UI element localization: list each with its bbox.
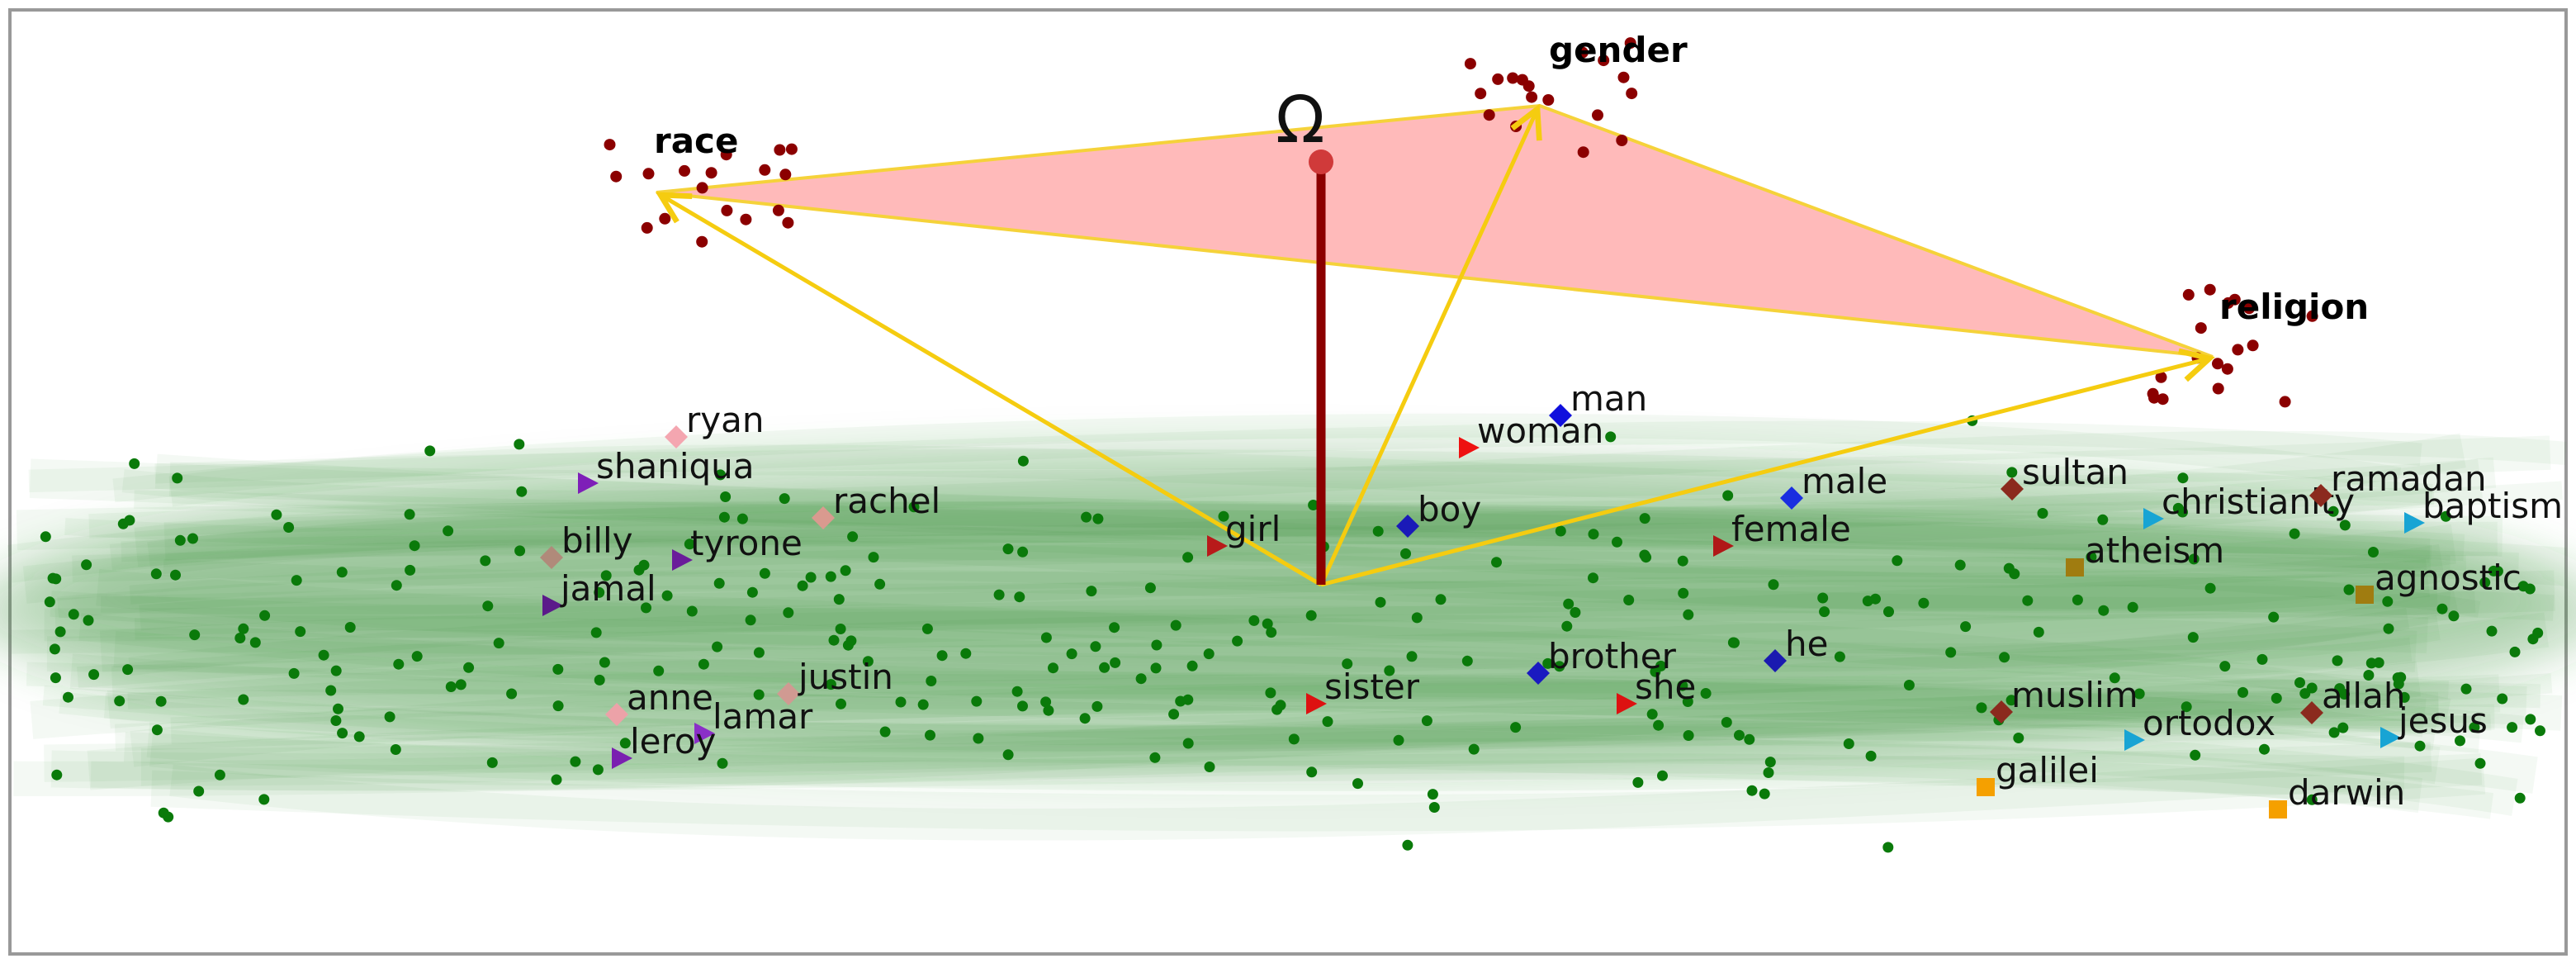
word-label-agnostic: agnostic bbox=[2375, 558, 2522, 598]
marker-he bbox=[1764, 649, 1787, 672]
marker-justin bbox=[777, 682, 800, 705]
word-label-sister: sister bbox=[1324, 667, 1420, 707]
background-points bbox=[40, 415, 2545, 853]
word-label-she: she bbox=[1635, 667, 1696, 707]
marker-jesus bbox=[2380, 727, 2401, 748]
word-label-allah: allah bbox=[2322, 676, 2405, 716]
marker-girl bbox=[1207, 535, 1228, 557]
word-label-jamal: jamal bbox=[560, 568, 656, 609]
word-label-female: female bbox=[1731, 509, 1851, 549]
word-label-rachel: rachel bbox=[833, 481, 940, 521]
marker-baptism bbox=[2404, 512, 2425, 534]
marker-anne bbox=[605, 703, 628, 726]
word-label-justin: justin bbox=[798, 657, 893, 697]
marker-ortodox bbox=[2124, 729, 2145, 751]
marker-billy bbox=[540, 546, 563, 569]
marker-sultan bbox=[2001, 477, 2024, 501]
omega-point bbox=[1309, 149, 1333, 174]
marker-man bbox=[1549, 404, 1572, 427]
marker-male bbox=[1780, 486, 1803, 510]
word-label-tyrone: tyrone bbox=[690, 523, 803, 563]
word-label-darwin: darwin bbox=[2288, 772, 2405, 813]
axis-label-race: race bbox=[654, 121, 738, 161]
arrow-religion bbox=[1320, 358, 2209, 587]
word-label-baptism: baptism bbox=[2422, 486, 2563, 526]
word-label-boy: boy bbox=[1418, 489, 1481, 529]
marker-jamal bbox=[542, 595, 563, 616]
word-label-he: he bbox=[1785, 624, 1828, 664]
word-label-girl: girl bbox=[1225, 509, 1281, 549]
marker-brother bbox=[1527, 662, 1550, 685]
embedding-band bbox=[0, 413, 2576, 841]
marker-tyrone bbox=[672, 549, 693, 571]
marker-atheism bbox=[2066, 558, 2084, 577]
omega-label: Ω bbox=[1276, 83, 1325, 158]
arrow-race bbox=[661, 195, 1323, 587]
axis-label-religion: religion bbox=[2219, 287, 2369, 327]
bias-triangle bbox=[656, 103, 2214, 358]
arrow-gender bbox=[1319, 109, 1537, 586]
word-label-ryan: ryan bbox=[686, 400, 764, 440]
word-markers: ryan shaniqua rachel billy tyrone jamal justin… bbox=[540, 378, 2563, 819]
marker-female bbox=[1713, 535, 1734, 557]
marker-she bbox=[1617, 693, 1637, 714]
marker-sister bbox=[1306, 693, 1327, 714]
word-label-leroy: leroy bbox=[630, 721, 716, 762]
word-label-anne: anne bbox=[627, 677, 713, 718]
marker-agnostic bbox=[2356, 586, 2374, 604]
marker-darwin bbox=[2269, 800, 2287, 819]
word-label-galilei: galilei bbox=[1996, 750, 2099, 790]
marker-galilei bbox=[1977, 778, 1995, 796]
marker-rachel bbox=[812, 506, 835, 529]
word-label-atheism: atheism bbox=[2085, 530, 2224, 571]
word-label-woman: woman bbox=[1477, 410, 1603, 451]
word-label-sultan: sultan bbox=[2022, 452, 2129, 492]
word-label-billy: billy bbox=[561, 520, 633, 561]
word-label-man: man bbox=[1570, 378, 1647, 419]
marker-muslim bbox=[1990, 700, 2013, 724]
marker-allah bbox=[2300, 701, 2323, 724]
word-label-jesus: jesus bbox=[2398, 700, 2488, 741]
word-label-ramadan: ramadan bbox=[2331, 458, 2487, 499]
word-label-shaniqua: shaniqua bbox=[596, 446, 755, 486]
marker-boy bbox=[1396, 515, 1419, 538]
marker-lamar bbox=[694, 723, 715, 744]
word-label-brother: brother bbox=[1548, 636, 1677, 676]
marker-woman bbox=[1459, 437, 1480, 458]
marker-ramadan bbox=[2309, 484, 2332, 507]
axis-label-gender: gender bbox=[1549, 30, 1688, 70]
word-label-male: male bbox=[1802, 461, 1887, 501]
word-label-ortodox: ortodox bbox=[2143, 703, 2275, 743]
marker-leroy bbox=[612, 747, 632, 769]
word-label-lamar: lamar bbox=[713, 696, 813, 737]
word-label-muslim: muslim bbox=[2011, 675, 2138, 715]
marker-shaniqua bbox=[578, 472, 599, 494]
marker-christianity bbox=[2143, 508, 2164, 529]
marker-ryan bbox=[665, 425, 688, 448]
